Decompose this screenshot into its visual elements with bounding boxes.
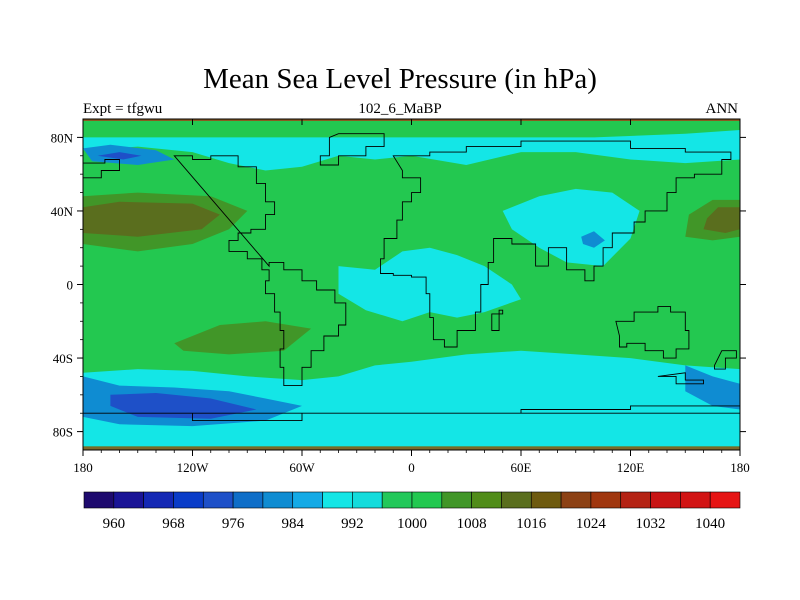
colorbar-box-18 [620, 491, 651, 509]
colorbar-label-0: 960 [103, 516, 126, 532]
y-tick-label-4: 80S [53, 425, 73, 440]
colorbar-box-16 [560, 491, 592, 509]
colorbar-label-10: 1040 [695, 516, 725, 532]
y-tick-label-0: 80N [51, 130, 74, 145]
southern-ocean-core [110, 393, 257, 419]
colorbar-box-8 [322, 491, 353, 509]
colorbar-box-1 [113, 491, 144, 509]
experiment-label: Expt = tfgwu [83, 101, 163, 117]
southern-low-belt [83, 350, 740, 447]
colorbar-box-19 [650, 491, 681, 509]
tropical-low-region [338, 247, 521, 322]
chart-title: Mean Sea Level Pressure (in hPa) [203, 63, 597, 95]
x-tick-label-4: 60E [511, 460, 532, 475]
x-tick-label-6: 180 [730, 460, 750, 475]
colorbar-label-5: 1000 [397, 516, 427, 532]
northern-low-band [83, 130, 740, 171]
colorbar-box-12 [441, 491, 472, 509]
colorbar-box-10 [381, 491, 413, 509]
x-tick-label-1: 120W [177, 460, 210, 475]
southern-ocean-low-east [685, 365, 740, 410]
colorbar-box-17 [590, 491, 622, 509]
colorbar-label-1: 968 [162, 516, 185, 532]
coastline-3 [615, 306, 690, 359]
colorbar-label-6: 1008 [457, 516, 487, 532]
y-tick-label-3: 40S [53, 351, 73, 366]
colorbar-label-4: 992 [341, 516, 364, 532]
colorbar-box-5 [232, 491, 264, 509]
north-pacific-core [97, 152, 142, 160]
colorbar-box-3 [173, 491, 204, 509]
colorbar-label-7: 1016 [516, 516, 547, 532]
colorbar-label-3: 984 [281, 516, 304, 532]
west-pacific-high [703, 207, 740, 233]
coastline-1 [319, 133, 385, 166]
x-tick-label-2: 60W [289, 460, 315, 475]
period-label: 102_6_MaBP [358, 101, 442, 117]
y-tick-label-2: 0 [67, 278, 74, 293]
asian-low-region [502, 188, 640, 267]
pressure-field [83, 119, 740, 450]
colorbar-box-7 [292, 491, 323, 509]
asian-low-core [581, 231, 605, 248]
coastline-0 [173, 155, 347, 387]
y-axis: 80N 40N 0 40S 80S [51, 130, 746, 440]
colorbar-label-2: 976 [222, 516, 245, 532]
coastline-layer [83, 133, 740, 422]
colorbar: 960 968 976 984 992 1000 1008 1016 1024 1032 1040 [83, 491, 741, 532]
coastline-5 [657, 372, 704, 385]
atlantic-low-spot [347, 269, 372, 303]
north-pacific-high [83, 201, 220, 237]
colorbar-box-15 [530, 491, 562, 509]
y-tick-label-1: 40N [51, 204, 74, 219]
x-tick-label-0: 180 [73, 460, 93, 475]
colorbar-box-4 [202, 491, 234, 509]
coastline-6 [714, 350, 737, 370]
x-tick-label-5: 120E [617, 460, 645, 475]
colorbar-box-11 [411, 491, 443, 509]
colorbar-box-20 [680, 491, 711, 509]
south-pacific-high [174, 321, 312, 355]
coastline-7 [491, 309, 504, 331]
colorbar-label-9: 1032 [636, 516, 666, 532]
south-pole-band [83, 446, 740, 450]
colorbar-box-13 [471, 491, 502, 509]
season-label: ANN [705, 101, 739, 117]
x-tick-label-3: 0 [408, 460, 415, 475]
x-axis: 180 120W 60W 0 60E 120E 180 [73, 119, 750, 475]
colorbar-label-8: 1024 [576, 516, 607, 532]
colorbar-box-21 [709, 491, 741, 509]
colorbar-box-2 [143, 491, 174, 509]
coastline-4 [83, 405, 740, 422]
colorbar-box-14 [501, 491, 532, 509]
coastline-8 [83, 159, 120, 179]
colorbar-box-0 [83, 491, 115, 509]
colorbar-box-9 [352, 491, 383, 509]
colorbar-box-6 [262, 491, 294, 509]
coastline-2 [380, 140, 732, 348]
